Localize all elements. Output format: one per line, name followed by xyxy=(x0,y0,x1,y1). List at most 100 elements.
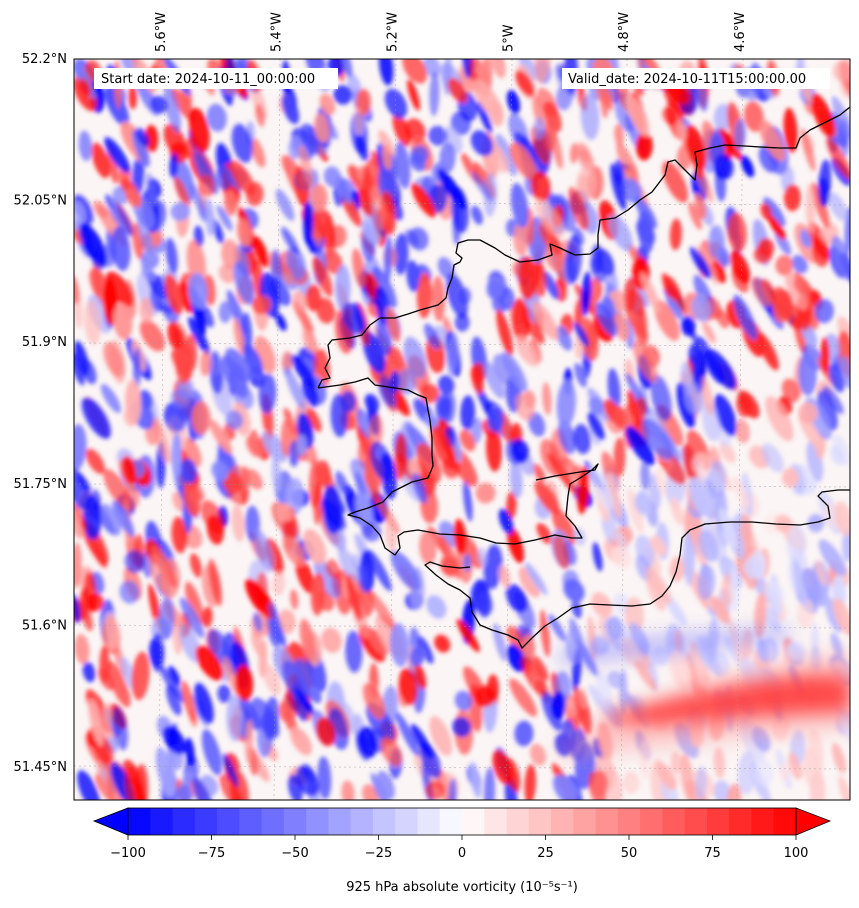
vorticity-cell xyxy=(208,418,233,455)
vorticity-cell xyxy=(737,390,760,419)
vorticity-cell xyxy=(437,257,455,280)
vorticity-cell xyxy=(280,418,293,457)
vorticity-cell xyxy=(757,638,769,664)
vorticity-cell xyxy=(438,534,462,580)
colorbar-label: 925 hPa absolute vorticity (10⁻⁵s⁻¹) xyxy=(346,880,578,895)
vorticity-cell xyxy=(621,177,643,203)
vorticity-cell xyxy=(398,667,418,706)
vorticity-cell xyxy=(310,572,326,616)
vorticity-cell xyxy=(758,119,785,162)
vorticity-cell xyxy=(818,539,847,577)
vorticity-cell xyxy=(688,201,702,230)
vorticity-cell xyxy=(573,423,592,455)
vorticity-cell xyxy=(98,667,114,691)
vorticity-cell xyxy=(571,598,582,619)
vorticity-cell xyxy=(515,392,535,421)
vorticity-cell xyxy=(395,712,420,757)
vorticity-cell xyxy=(454,313,470,332)
vorticity-cell xyxy=(477,547,487,566)
vorticity-cell xyxy=(536,522,553,545)
vorticity-cell xyxy=(614,124,624,147)
vorticity-cell xyxy=(763,197,786,227)
vorticity-cell xyxy=(158,665,185,703)
vorticity-cell xyxy=(188,316,210,356)
vorticity-cell xyxy=(732,476,750,508)
vorticity-cell xyxy=(669,650,692,690)
vorticity-cell xyxy=(714,394,737,437)
vorticity-cell xyxy=(470,362,486,384)
vorticity-cell xyxy=(313,208,334,238)
vorticity-cell xyxy=(614,312,630,342)
gridline-lon-4 xyxy=(505,59,513,800)
vorticity-cell xyxy=(104,137,131,173)
x-tick-labels: 5.6°W 5.4°W 5.2°W 5°W 4.8°W 4.6°W xyxy=(154,12,748,52)
vorticity-cell xyxy=(669,218,682,251)
colorbar-tick-label-1: −75 xyxy=(198,846,225,861)
vorticity-cell xyxy=(275,313,287,331)
vorticity-cell xyxy=(830,445,844,466)
vorticity-cell xyxy=(765,396,794,442)
vorticity-cell xyxy=(102,702,113,742)
gridline-lon-1 xyxy=(158,59,166,800)
vorticity-cell xyxy=(202,606,213,628)
vorticity-cell xyxy=(132,129,150,168)
vorticity-cell xyxy=(541,690,563,731)
vorticity-cell xyxy=(563,578,585,603)
vorticity-cell xyxy=(179,623,201,663)
gridline-lat-5 xyxy=(74,765,850,770)
vorticity-cell xyxy=(88,700,104,747)
vorticity-cell xyxy=(184,737,195,767)
colorbar-cell-12 xyxy=(395,808,418,835)
vorticity-cell xyxy=(573,686,585,724)
vorticity-cell xyxy=(369,441,393,482)
vorticity-cell xyxy=(74,468,91,510)
vorticity-cell xyxy=(743,557,763,579)
vorticity-cell xyxy=(368,628,388,656)
vorticity-cell xyxy=(530,171,551,202)
gridline-lon-3 xyxy=(389,59,397,800)
colorbar-cell-16 xyxy=(484,808,508,835)
vorticity-cell xyxy=(323,250,343,274)
vorticity-cell xyxy=(252,236,270,268)
vorticity-cell xyxy=(438,375,455,395)
vorticity-cell xyxy=(414,663,427,690)
vorticity-cell xyxy=(462,479,473,522)
vorticity-cell xyxy=(403,336,427,379)
vorticity-cell xyxy=(112,500,135,537)
vorticity-cell xyxy=(423,59,441,78)
vorticity-cell xyxy=(215,165,233,191)
vorticity-cell xyxy=(841,529,850,562)
vorticity-cell xyxy=(206,103,227,132)
colorbar-cell-6 xyxy=(261,808,285,835)
vorticity-cell xyxy=(700,375,714,416)
vorticity-cell xyxy=(285,477,304,515)
vorticity-cell xyxy=(218,264,236,284)
vorticity-cell xyxy=(662,107,676,126)
vorticity-cell xyxy=(518,566,541,598)
colorbar-cell-17 xyxy=(506,808,530,835)
vorticity-cell xyxy=(655,468,668,498)
vorticity-cell xyxy=(383,236,393,284)
vorticity-cell xyxy=(253,612,263,633)
vorticity-cell xyxy=(533,117,545,140)
colorbar-tick-label-4: 0 xyxy=(458,846,466,861)
vorticity-cell xyxy=(627,489,644,534)
vorticity-cell xyxy=(89,538,107,568)
y-tick-label-3: 51.75°N xyxy=(14,477,67,492)
vorticity-cell xyxy=(181,680,197,723)
vorticity-cell xyxy=(518,256,537,300)
colorbar-cell-14 xyxy=(439,808,463,835)
vorticity-cell xyxy=(84,300,101,346)
vorticity-cell xyxy=(162,726,186,755)
vorticity-cell xyxy=(542,382,552,416)
vorticity-cell xyxy=(459,429,476,452)
vorticity-cell xyxy=(702,403,721,442)
vorticity-cell xyxy=(509,460,523,499)
vorticity-cell xyxy=(409,647,425,667)
vorticity-cell xyxy=(781,378,800,403)
vorticity-cell xyxy=(419,530,437,565)
vorticity-cell xyxy=(765,587,784,613)
vorticity-cell xyxy=(796,598,815,629)
vorticity-cell xyxy=(290,354,317,390)
vorticity-cell xyxy=(446,273,468,319)
